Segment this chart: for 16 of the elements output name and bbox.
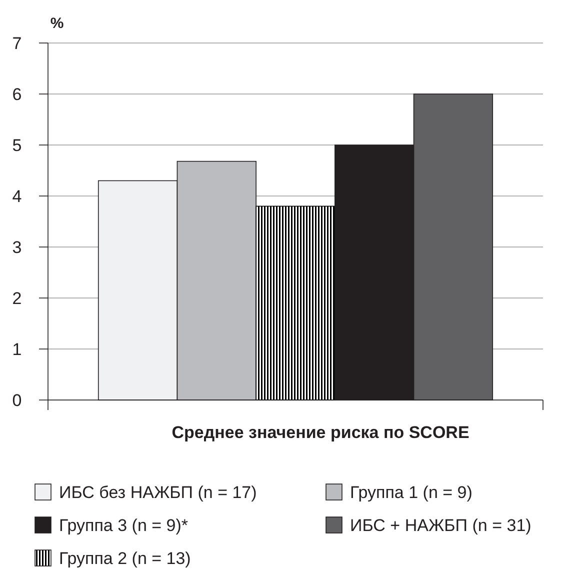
legend-label: Группа 3 (n = 9)* <box>59 516 188 536</box>
y-tick-label: 1 <box>12 340 22 360</box>
y-tick-label: 5 <box>12 136 22 156</box>
legend-label: Группа 2 (n = 13) <box>59 549 191 568</box>
y-tick-label: 2 <box>12 289 22 308</box>
y-tick-label: 0 <box>12 391 22 410</box>
y-tick-label: 7 <box>12 34 22 54</box>
legend-label: ИБС без НАЖБП (n = 17) <box>59 483 257 502</box>
bar <box>256 206 336 400</box>
x-axis-title: Среднее значение риска по SCORE <box>172 423 470 442</box>
y-tick-label: 6 <box>12 85 22 104</box>
y-axis-title: % <box>50 15 64 32</box>
y-tick-label: 3 <box>12 238 22 258</box>
legend-label: Группа 1 (n = 9) <box>350 483 472 502</box>
y-tick-label: 4 <box>12 187 22 206</box>
legend-label: ИБС + НАЖБП (n = 31) <box>350 516 532 536</box>
